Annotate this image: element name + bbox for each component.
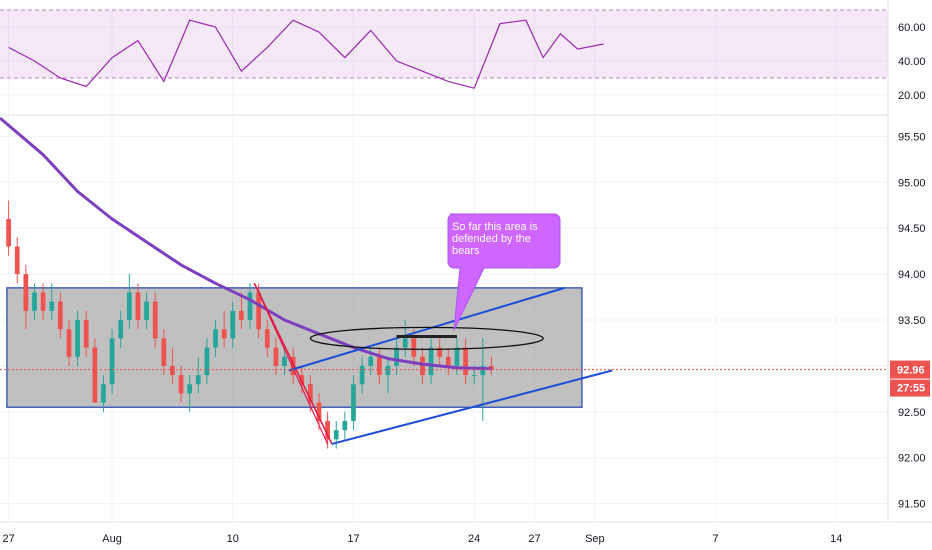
grid <box>0 10 888 522</box>
candle-body-10 <box>92 347 98 403</box>
price-axis-label-8: 95.50 <box>898 131 926 143</box>
price-axis-label-5: 94.00 <box>898 269 926 281</box>
annotation-text-line-2: bears <box>452 245 480 257</box>
countdown-tag-bg <box>890 379 930 397</box>
channel-lower-line <box>331 369 613 445</box>
channel-upper-line <box>288 286 565 372</box>
annotation-callout <box>447 213 561 331</box>
red-leg-1 <box>253 282 333 445</box>
candle-body-33 <box>290 356 296 376</box>
candle-body-17 <box>152 301 158 339</box>
candle-body-49 <box>428 347 434 376</box>
candle-body-16 <box>144 301 149 320</box>
time-axis-label-3: 17 <box>347 533 359 545</box>
price-axis-label-0: 91.50 <box>898 499 926 511</box>
candle-body-19 <box>170 365 175 376</box>
rsi-band <box>0 10 888 78</box>
candle-body-3 <box>32 292 37 311</box>
candle-body-5 <box>49 301 55 311</box>
rsi-axis-label-2: 60.00 <box>898 22 926 34</box>
candle-body-30 <box>264 329 270 348</box>
rsi-axis-label-0: 20.00 <box>898 90 926 102</box>
price-axis-label-6: 94.50 <box>898 223 926 235</box>
candle-body-6 <box>57 301 63 330</box>
candle-body-21 <box>187 384 193 394</box>
time-axis-label-8: 14 <box>830 533 842 545</box>
candle-body-0 <box>6 219 11 247</box>
price-axis-label-4: 93.50 <box>898 315 926 327</box>
candle-body-35 <box>307 384 313 403</box>
candle-body-4 <box>40 292 46 311</box>
candle-body-29 <box>256 292 262 330</box>
candle-body-7 <box>66 329 72 357</box>
candle-body-32 <box>282 356 287 366</box>
candle-body-42 <box>368 356 374 366</box>
time-axis-label-6: Sep <box>585 533 605 545</box>
candle-body-45 <box>394 347 399 366</box>
candle-body-12 <box>109 338 115 385</box>
candle-body-22 <box>195 375 201 385</box>
candle-body-51 <box>445 356 451 366</box>
candle-body-2 <box>23 274 29 311</box>
rsi-axis-label-1: 40.00 <box>898 56 926 68</box>
candle-body-40 <box>351 384 356 421</box>
time-axis-label-1: Aug <box>102 533 122 545</box>
time-axis-label-7: 7 <box>713 533 719 545</box>
candle-body-13 <box>118 320 124 339</box>
highlight-ellipse <box>309 326 544 351</box>
candle-body-27 <box>239 310 244 320</box>
price-axis-label-1: 92.00 <box>898 453 926 465</box>
candle-body-38 <box>333 430 339 440</box>
time-axis-label-5: 27 <box>528 533 540 545</box>
price-tag-bg <box>890 360 930 379</box>
candle-body-39 <box>342 421 348 431</box>
candle-body-26 <box>230 310 236 339</box>
candle-body-14 <box>126 292 132 320</box>
candle-body-47 <box>411 338 417 357</box>
candle-body-52 <box>454 347 460 366</box>
candle-body-46 <box>402 338 408 348</box>
candle-body-20 <box>178 375 184 394</box>
candle-body-41 <box>359 365 365 385</box>
candle-body-31 <box>273 347 279 366</box>
moving-average-line <box>0 116 492 371</box>
candle-body-48 <box>420 356 425 376</box>
candle-body-25 <box>221 329 227 339</box>
candle-body-23 <box>204 347 210 376</box>
rsi-line <box>8 19 604 89</box>
countdown-tag-text: 27:55 <box>897 383 925 395</box>
candle-body-11 <box>101 384 106 403</box>
candle-body-37 <box>325 421 330 440</box>
candle-body-9 <box>83 320 89 348</box>
time-axis-label-0: 27 <box>2 533 14 545</box>
price-axis-label-2: 92.50 <box>898 407 926 419</box>
price-tag-text: 92.96 <box>897 365 925 377</box>
time-axis-label-2: 10 <box>227 533 239 545</box>
candle-body-43 <box>376 356 382 376</box>
candle-body-44 <box>385 365 391 376</box>
candle-body-36 <box>316 402 322 421</box>
candle-body-55 <box>480 365 486 376</box>
candle-body-28 <box>247 292 253 320</box>
annotation-text-line-1: defended by the <box>452 233 531 245</box>
candle-body-54 <box>471 375 477 377</box>
time-axis-label-4: 24 <box>468 533 480 545</box>
price-axis-label-7: 95.00 <box>898 177 926 189</box>
annotation-text-line-0: So far this area is <box>452 221 538 233</box>
candle-body-50 <box>437 347 443 357</box>
candle-body-24 <box>213 329 218 348</box>
candle-body-15 <box>135 292 141 320</box>
red-leg-2 <box>253 283 329 445</box>
candle-body-1 <box>14 246 20 275</box>
candle-body-18 <box>161 338 167 366</box>
candle-body-53 <box>463 347 468 376</box>
candle-body-8 <box>75 320 80 357</box>
